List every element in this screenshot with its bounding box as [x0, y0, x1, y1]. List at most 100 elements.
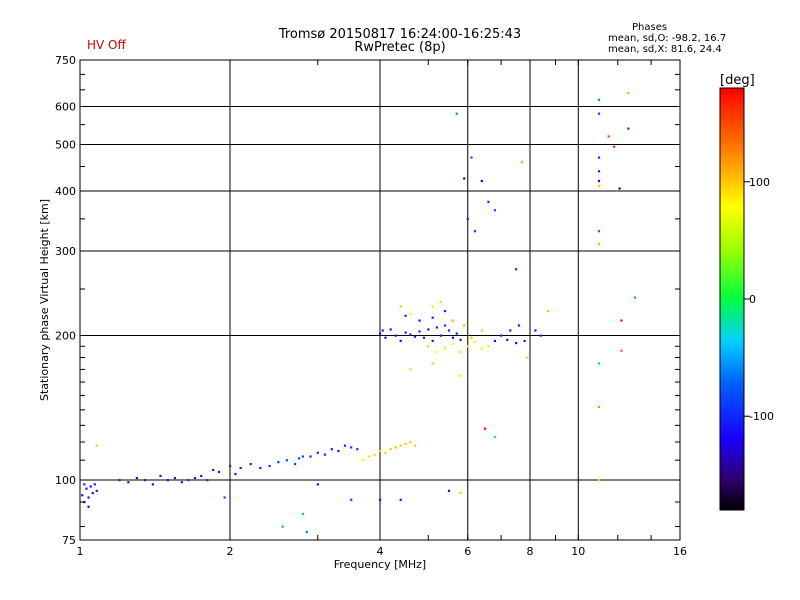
- data-point: [85, 487, 88, 490]
- data-point: [151, 483, 155, 486]
- colorbar-tick-label: 100: [749, 176, 770, 189]
- data-point: [597, 479, 601, 482]
- data-point: [627, 127, 630, 130]
- data-point: [620, 319, 623, 322]
- y-axis-label: Stationary phase Virtual Height [km]: [38, 199, 51, 401]
- data-point: [470, 156, 473, 159]
- data-point: [418, 319, 421, 322]
- data-point: [135, 476, 138, 480]
- x-axis-label: Frequency [MHz]: [334, 558, 426, 571]
- data-point: [534, 329, 537, 332]
- data-point: [379, 498, 382, 501]
- data-point: [373, 453, 376, 456]
- data-point: [463, 324, 466, 327]
- data-point: [459, 374, 462, 377]
- phase-x-stats: mean, sd,X: 81.6, 24.4: [608, 44, 722, 55]
- data-point: [597, 112, 601, 115]
- data-point: [500, 334, 503, 337]
- data-point: [309, 455, 312, 458]
- data-point: [506, 338, 509, 341]
- data-point: [480, 179, 483, 183]
- data-point: [597, 362, 601, 365]
- data-point: [427, 345, 430, 348]
- data-point: [431, 316, 434, 319]
- x-tick-label: 4: [377, 545, 384, 558]
- y-tick-label: 300: [55, 245, 76, 258]
- data-point: [330, 448, 333, 451]
- data-point: [447, 329, 451, 332]
- colorbar-gradient: [719, 87, 745, 511]
- data-point: [520, 160, 523, 164]
- data-point: [439, 334, 443, 337]
- data-point: [91, 491, 94, 495]
- data-point: [547, 309, 550, 313]
- data-point: [539, 334, 542, 337]
- data-point: [89, 485, 92, 488]
- data-point: [277, 461, 280, 464]
- data-point: [93, 483, 96, 486]
- data-point: [466, 217, 469, 221]
- y-tick-label: 200: [55, 330, 76, 343]
- chart-subtitle: RwPretec (8p): [354, 40, 446, 55]
- data-point: [422, 336, 426, 339]
- data-point: [487, 345, 490, 348]
- data-point: [362, 459, 365, 462]
- data-point: [439, 300, 443, 304]
- data-point: [459, 338, 462, 341]
- data-point: [634, 296, 637, 299]
- data-point: [350, 446, 353, 449]
- data-point: [350, 498, 353, 501]
- data-point: [597, 230, 601, 233]
- data-point: [466, 345, 469, 348]
- data-point: [473, 340, 477, 344]
- data-point: [95, 444, 98, 447]
- data-point: [281, 525, 284, 528]
- data-point: [443, 347, 447, 350]
- data-point: [620, 349, 623, 352]
- data-point: [443, 309, 447, 313]
- data-point: [404, 442, 407, 445]
- plot-axes: 1 2 4 6 8 10 16 75 100 200 300 400 500 600 750: [55, 54, 687, 558]
- data-point: [597, 179, 601, 183]
- scatter-points: [81, 92, 637, 534]
- data-point: [459, 350, 462, 353]
- x-tick-label: 16: [673, 545, 687, 558]
- data-point: [200, 474, 203, 478]
- data-point: [394, 334, 397, 337]
- data-point: [389, 448, 392, 451]
- data-point: [180, 481, 183, 484]
- data-point: [118, 479, 121, 482]
- data-point: [523, 339, 526, 343]
- data-point: [470, 336, 473, 339]
- data-point: [435, 350, 438, 353]
- data-point: [343, 444, 347, 447]
- data-point: [431, 362, 434, 365]
- data-point: [613, 145, 616, 148]
- data-point: [517, 324, 521, 327]
- data-point: [409, 441, 412, 444]
- y-tick-label: 500: [55, 139, 76, 152]
- data-point: [95, 489, 98, 492]
- data-point: [127, 481, 130, 484]
- data-point: [301, 512, 305, 516]
- hv-status-label: HV Off: [87, 38, 126, 52]
- data-point: [223, 496, 226, 499]
- data-point: [597, 170, 601, 173]
- data-point: [480, 347, 483, 350]
- data-point: [379, 332, 382, 335]
- data-point: [627, 92, 630, 95]
- data-point: [409, 312, 412, 315]
- data-point: [451, 319, 455, 322]
- data-point: [418, 330, 421, 333]
- data-point: [451, 343, 455, 346]
- data-point: [459, 491, 462, 495]
- data-point: [427, 328, 430, 331]
- x-tick-label: 2: [227, 545, 234, 558]
- data-point: [473, 230, 477, 233]
- data-point: [389, 328, 392, 331]
- data-point: [618, 187, 621, 190]
- data-point: [394, 446, 397, 449]
- data-point: [173, 476, 177, 480]
- data-point: [81, 494, 84, 497]
- data-point: [597, 98, 601, 101]
